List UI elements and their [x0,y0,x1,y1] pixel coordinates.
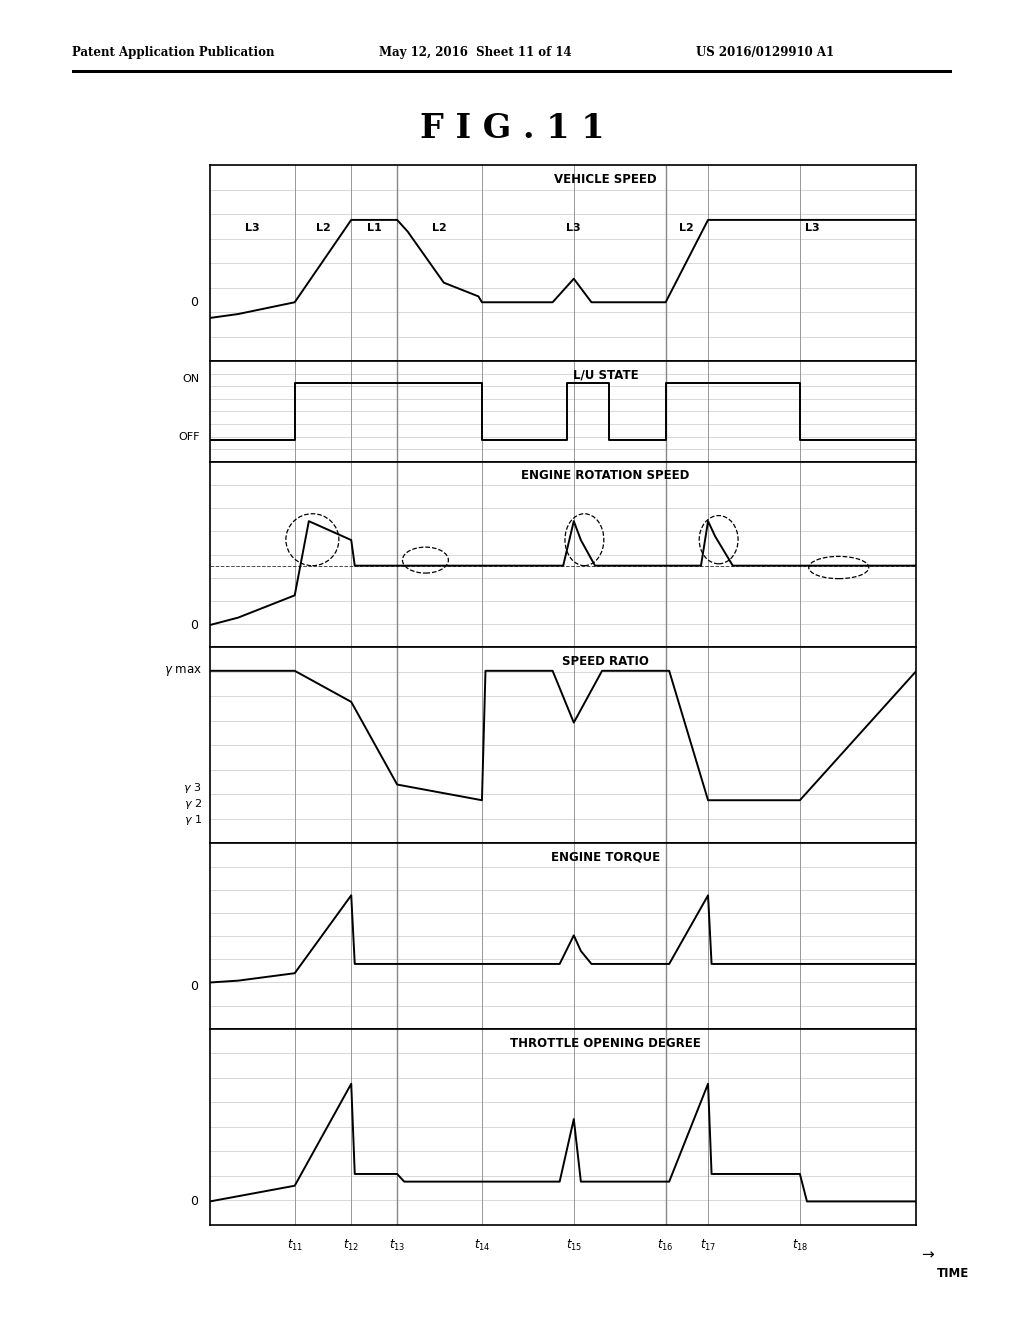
Text: F I G . 1 1: F I G . 1 1 [420,112,604,145]
Text: 0: 0 [189,979,198,993]
Text: L3: L3 [566,223,581,232]
Text: $t_{14}$: $t_{14}$ [474,1238,490,1253]
Text: $\gamma$ 3: $\gamma$ 3 [183,781,202,796]
Text: ON: ON [182,374,200,384]
Text: $t_{17}$: $t_{17}$ [699,1238,716,1253]
Text: OFF: OFF [178,432,200,442]
Text: Patent Application Publication: Patent Application Publication [72,46,274,59]
Text: May 12, 2016  Sheet 11 of 14: May 12, 2016 Sheet 11 of 14 [379,46,571,59]
Text: L1: L1 [367,223,382,232]
Text: L3: L3 [245,223,260,232]
Text: 0: 0 [189,619,198,631]
Text: $\gamma$ 1: $\gamma$ 1 [183,813,202,826]
Text: $t_{13}$: $t_{13}$ [389,1238,406,1253]
Text: L/U STATE: L/U STATE [572,368,638,381]
Text: $\gamma$ max: $\gamma$ max [164,664,202,677]
Text: L2: L2 [315,223,331,232]
Text: L3: L3 [805,223,819,232]
Text: 0: 0 [189,1195,198,1208]
Text: $t_{15}$: $t_{15}$ [565,1238,582,1253]
Text: L2: L2 [432,223,446,232]
Text: L2: L2 [680,223,694,232]
Text: $\gamma$ 2: $\gamma$ 2 [183,797,202,812]
Text: 0: 0 [189,296,198,309]
Text: THROTTLE OPENING DEGREE: THROTTLE OPENING DEGREE [510,1036,701,1049]
Text: SPEED RATIO: SPEED RATIO [562,655,649,668]
Text: TIME: TIME [937,1267,969,1280]
Text: US 2016/0129910 A1: US 2016/0129910 A1 [696,46,835,59]
Text: $\rightarrow$: $\rightarrow$ [919,1246,936,1262]
Text: ENGINE ROTATION SPEED: ENGINE ROTATION SPEED [521,469,690,482]
Text: $t_{12}$: $t_{12}$ [343,1238,359,1253]
Text: $t_{11}$: $t_{11}$ [287,1238,303,1253]
Text: $t_{18}$: $t_{18}$ [792,1238,808,1253]
Text: ENGINE TORQUE: ENGINE TORQUE [551,851,660,863]
Text: VEHICLE SPEED: VEHICLE SPEED [554,173,657,186]
Text: $t_{16}$: $t_{16}$ [657,1238,674,1253]
